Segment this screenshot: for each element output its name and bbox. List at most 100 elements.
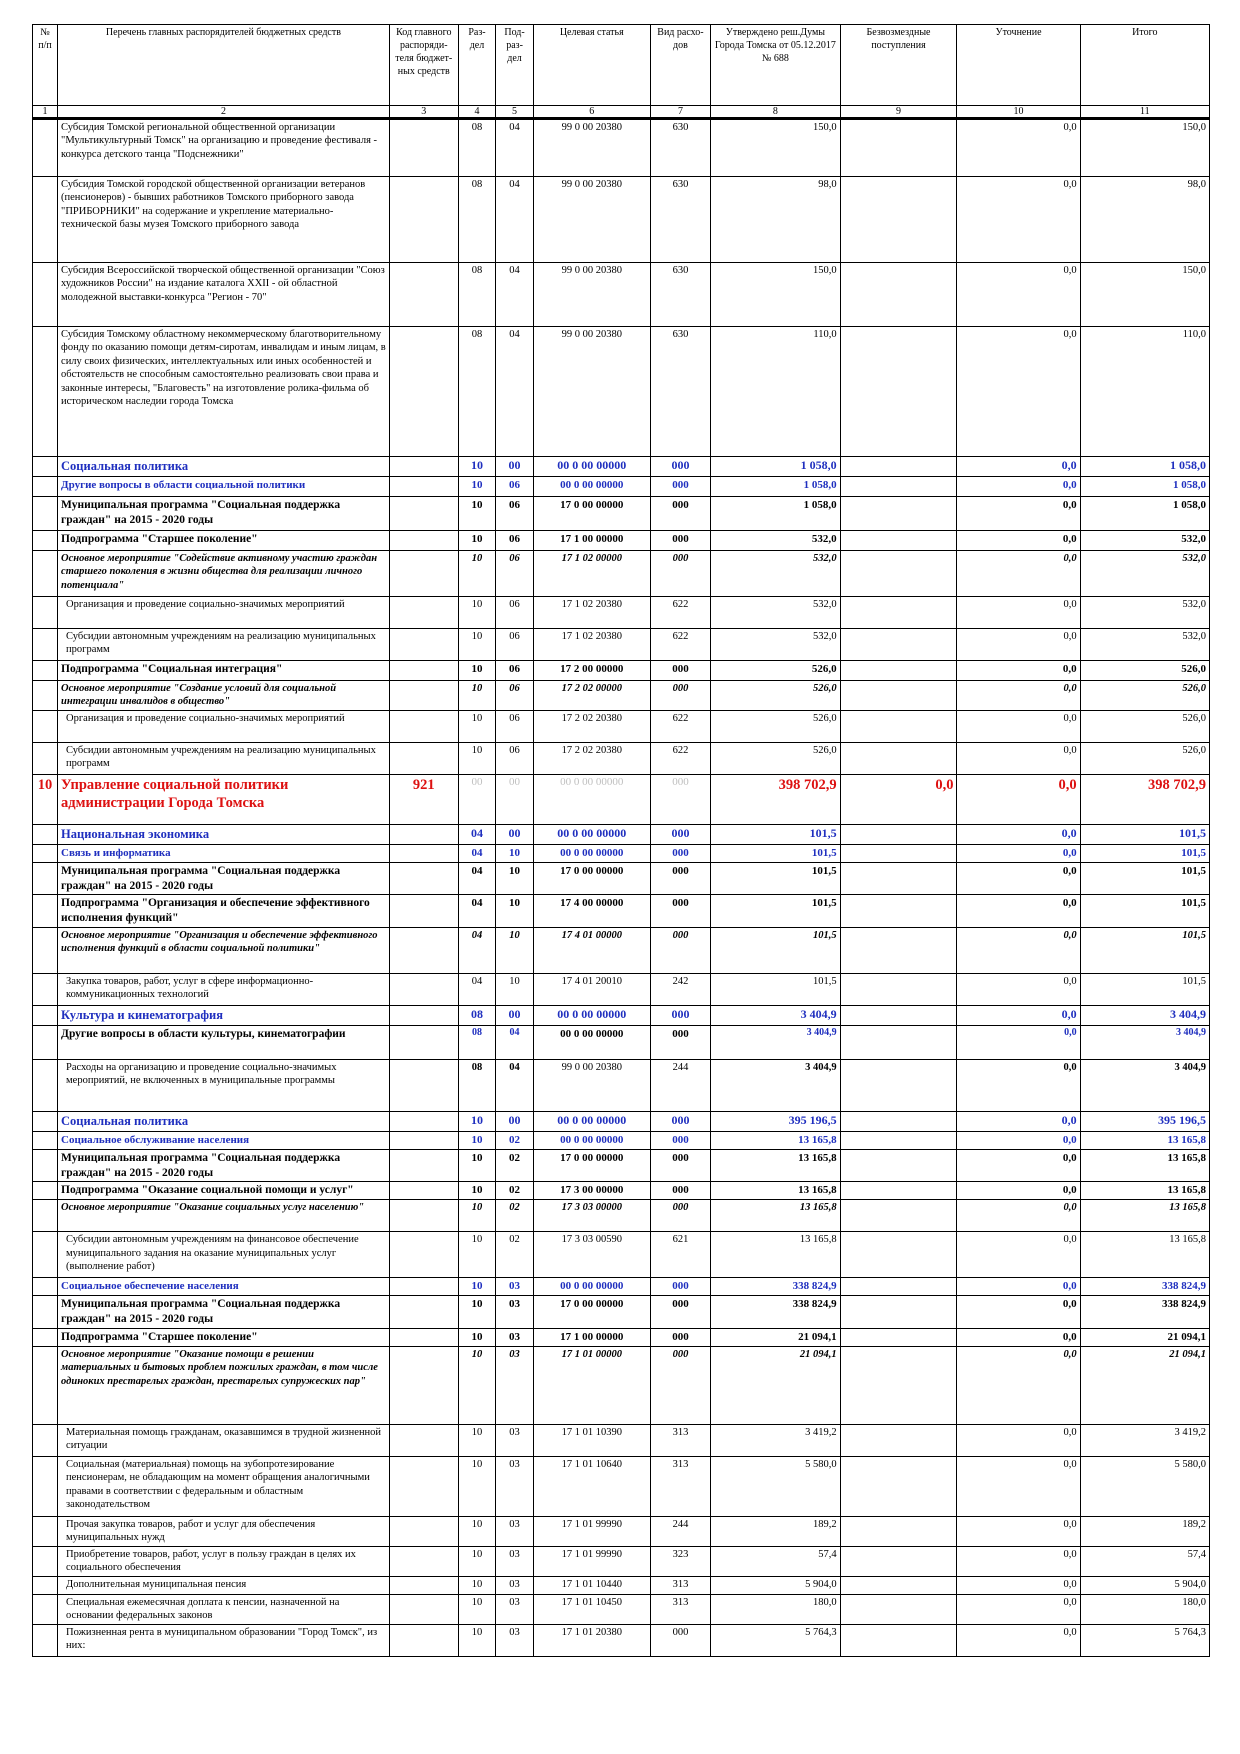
- cell-vid: 000: [649, 926, 712, 974]
- cell-num: [31, 456, 59, 477]
- cell-vid: 630: [649, 262, 712, 327]
- cell-free: [839, 972, 958, 1006]
- cell-clarify: 0,0: [956, 1593, 1081, 1625]
- cell-target: 17 1 01 20380: [532, 1623, 651, 1657]
- cell-name: Расходы на организацию и проведение соци…: [57, 1058, 390, 1112]
- cell-total: 180,0: [1079, 1593, 1211, 1625]
- cell-total: 1 058,0: [1079, 496, 1211, 531]
- cell-approved: 180,0: [710, 1593, 841, 1625]
- cell-total: 526,0: [1079, 742, 1211, 775]
- cell-podrazdel: 03: [495, 1345, 534, 1425]
- cell-razdel: 10: [457, 1327, 497, 1347]
- cell-razdel: 10: [457, 628, 497, 661]
- cell-razdel: 04: [457, 861, 497, 896]
- cell-vid: 622: [649, 710, 712, 743]
- cell-free: [839, 596, 958, 629]
- cell-num: [31, 530, 59, 551]
- cell-total: 13 165,8: [1079, 1148, 1211, 1183]
- cell-vid: 000: [649, 476, 712, 497]
- cell-name: Дополнительная муниципальная пенсия: [57, 1575, 390, 1595]
- cell-approved: 101,5: [710, 824, 841, 845]
- cell-approved: 1 058,0: [710, 496, 841, 531]
- cell-razdel: 10: [457, 1277, 497, 1297]
- column-number-row: 1 2 3 4 5 6 7 8 9 10 11: [31, 105, 1211, 120]
- table-row: Дополнительная муниципальная пенсия 10 03 1…: [31, 1575, 1211, 1595]
- cell-total: 101,5: [1079, 861, 1211, 896]
- header-clarify: Уточнение: [956, 24, 1081, 106]
- colnum: 5: [495, 105, 534, 120]
- header-num: № п/п: [31, 24, 59, 106]
- cell-free: [839, 1295, 958, 1329]
- cell-razdel: 10: [457, 550, 497, 597]
- cell-code: [388, 1423, 459, 1457]
- table-row: Субсидия Томской региональной общественн…: [31, 118, 1211, 177]
- cell-target: 17 1 01 00000: [532, 1345, 651, 1425]
- cell-razdel: 10: [457, 1545, 497, 1577]
- cell-free: [839, 176, 958, 263]
- cell-clarify: 0,0: [956, 1575, 1081, 1595]
- cell-code: [388, 1181, 459, 1201]
- cell-code: [388, 1515, 459, 1547]
- cell-total: 13 165,8: [1079, 1130, 1211, 1150]
- cell-vid: 630: [649, 176, 712, 263]
- cell-target: 00 0 00 00000: [532, 456, 651, 477]
- cell-num: [31, 496, 59, 531]
- cell-approved: 526,0: [710, 742, 841, 775]
- cell-podrazdel: 10: [495, 861, 534, 896]
- cell-total: 150,0: [1079, 262, 1211, 327]
- cell-target: 00 0 00 00000: [532, 774, 651, 825]
- cell-vid: 000: [649, 496, 712, 531]
- cell-approved: 57,4: [710, 1545, 841, 1577]
- cell-target: 99 0 00 20380: [532, 262, 651, 327]
- cell-name: Субсидия Томской региональной общественн…: [57, 118, 390, 177]
- cell-clarify: 0,0: [956, 1545, 1081, 1577]
- cell-target: 17 0 00 00000: [532, 1148, 651, 1183]
- header-free: Безвозмездные поступления: [839, 24, 958, 106]
- cell-num: [31, 680, 59, 711]
- table-row: Специальная ежемесячная доплата к пенсии…: [31, 1593, 1211, 1625]
- cell-podrazdel: 03: [495, 1277, 534, 1297]
- cell-razdel: 08: [457, 1024, 497, 1060]
- cell-approved: 338 824,9: [710, 1277, 841, 1297]
- cell-razdel: 10: [457, 496, 497, 531]
- cell-code: [388, 1024, 459, 1060]
- table-row: Приобретение товаров, работ, услуг в пол…: [31, 1545, 1211, 1577]
- cell-total: 3 404,9: [1079, 1004, 1211, 1026]
- cell-num: [31, 118, 59, 177]
- cell-target: 00 0 00 00000: [532, 824, 651, 845]
- table-row: Пожизненная рента в муниципальном образо…: [31, 1623, 1211, 1657]
- cell-clarify: 0,0: [956, 596, 1081, 629]
- cell-target: 17 4 01 00000: [532, 926, 651, 974]
- colnum: 3: [388, 105, 459, 120]
- cell-vid: 622: [649, 742, 712, 775]
- table-row: Основное мероприятие "Создание условий д…: [31, 680, 1211, 711]
- cell-podrazdel: 10: [495, 894, 534, 928]
- cell-razdel: 10: [457, 1575, 497, 1595]
- cell-num: [31, 861, 59, 896]
- cell-code: [388, 1110, 459, 1132]
- cell-clarify: 0,0: [956, 456, 1081, 477]
- cell-razdel: 10: [457, 1455, 497, 1517]
- cell-name: Муниципальная программа "Социальная подд…: [57, 861, 390, 896]
- cell-num: [31, 628, 59, 661]
- cell-name: Субсидия Томскому областному некоммерчес…: [57, 326, 390, 457]
- cell-approved: 101,5: [710, 844, 841, 863]
- table-row: Основное мероприятие "Оказание помощи в …: [31, 1345, 1211, 1425]
- header-approved: Утверждено реш.Думы Города Томска от 05.…: [710, 24, 841, 106]
- cell-vid: 313: [649, 1575, 712, 1595]
- cell-vid: 000: [649, 1181, 712, 1201]
- cell-clarify: 0,0: [956, 1181, 1081, 1201]
- cell-podrazdel: 10: [495, 844, 534, 863]
- cell-code: [388, 972, 459, 1006]
- cell-razdel: 10: [457, 1345, 497, 1425]
- cell-name: Муниципальная программа "Социальная подд…: [57, 496, 390, 531]
- cell-vid: 000: [649, 1024, 712, 1060]
- cell-vid: 244: [649, 1515, 712, 1547]
- cell-vid: 000: [649, 1004, 712, 1026]
- cell-clarify: 0,0: [956, 1455, 1081, 1517]
- cell-total: 101,5: [1079, 894, 1211, 928]
- cell-vid: 622: [649, 628, 712, 661]
- cell-target: 17 1 01 10640: [532, 1455, 651, 1517]
- cell-name: Связь и информатика: [57, 844, 390, 863]
- cell-razdel: 10: [457, 1231, 497, 1279]
